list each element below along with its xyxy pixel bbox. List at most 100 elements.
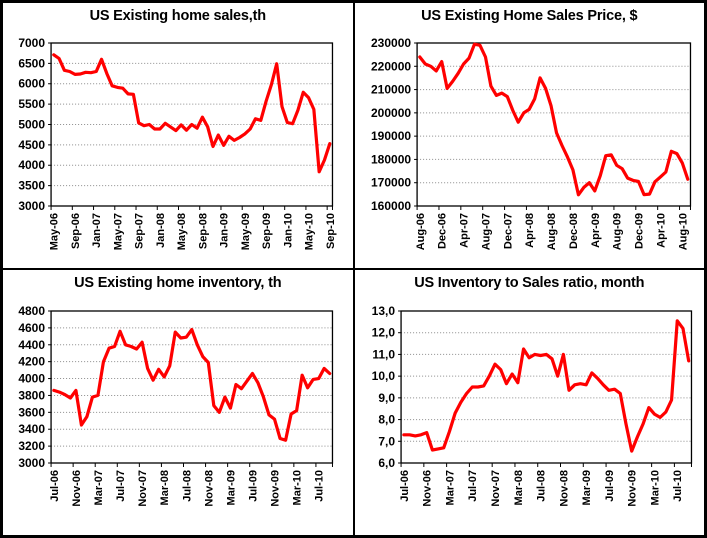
svg-text:Mar-09: Mar-09 [581, 470, 593, 505]
svg-text:Aug-07: Aug-07 [480, 213, 492, 250]
svg-text:Jul-08: Jul-08 [535, 470, 547, 502]
svg-text:7,0: 7,0 [378, 434, 395, 448]
line-chart-inventory-canvas: 3000 3200 3400 3600 3800 4000 4200 4400 4600 4800… [18, 304, 334, 507]
svg-text:May-07: May-07 [112, 213, 124, 250]
svg-text:5000: 5000 [18, 118, 45, 132]
svg-text:10,0: 10,0 [371, 369, 395, 383]
svg-text:Dec-06: Dec-06 [436, 213, 448, 249]
svg-text:Apr-08: Apr-08 [524, 213, 536, 248]
svg-text:Jan-07: Jan-07 [91, 213, 103, 248]
svg-text:Jan-08: Jan-08 [155, 213, 167, 248]
svg-text:200000: 200000 [371, 106, 411, 120]
svg-text:Mar-07: Mar-07 [93, 470, 105, 505]
svg-text:4200: 4200 [18, 355, 45, 369]
svg-text:6,0: 6,0 [378, 456, 395, 470]
svg-text:4400: 4400 [18, 338, 45, 352]
svg-text:4600: 4600 [18, 321, 45, 335]
svg-text:Apr-09: Apr-09 [589, 213, 601, 248]
y-axis-labels: 3000 3200 3400 3600 3800 4000 4200 4400 4600 4800 [18, 304, 52, 470]
svg-text:13,0: 13,0 [371, 304, 395, 318]
chart-us-existing-home-inventory: US Existing home inventory, th 3000 3200 3… [2, 269, 354, 536]
svg-text:Mar-08: Mar-08 [159, 470, 171, 505]
svg-text:Aug-09: Aug-09 [611, 213, 623, 250]
svg-text:9,0: 9,0 [378, 391, 395, 405]
svg-text:160000: 160000 [371, 199, 411, 213]
svg-text:4800: 4800 [18, 304, 45, 318]
svg-text:May-10: May-10 [304, 213, 316, 250]
gridlines [51, 62, 333, 187]
plot-border [50, 310, 334, 464]
svg-text:220000: 220000 [371, 59, 411, 73]
svg-text:Aug-08: Aug-08 [546, 213, 558, 250]
svg-text:3000: 3000 [18, 199, 45, 213]
svg-text:Dec-09: Dec-09 [633, 213, 645, 249]
line-chart-price-canvas: 160000 170000 180000 190000 200000 210000 2200… [371, 36, 691, 250]
chart-title-sales: US Existing home sales,th [89, 8, 267, 24]
svg-text:Mar-07: Mar-07 [444, 470, 456, 505]
svg-text:3500: 3500 [18, 179, 45, 193]
svg-text:170000: 170000 [371, 176, 411, 190]
svg-text:6000: 6000 [18, 77, 45, 91]
svg-text:Nov-07: Nov-07 [137, 470, 149, 507]
svg-text:Nov-06: Nov-06 [421, 470, 433, 507]
svg-text:Apr-10: Apr-10 [655, 213, 667, 248]
svg-text:Sep-10: Sep-10 [325, 213, 337, 249]
svg-text:230000: 230000 [371, 36, 411, 50]
svg-text:Jul-10: Jul-10 [314, 470, 326, 502]
svg-text:12,0: 12,0 [371, 326, 395, 340]
svg-text:Mar-10: Mar-10 [292, 470, 304, 505]
data-series-line [52, 53, 332, 174]
chart-us-inventory-to-sales-ratio: US Inventory to Sales ratio, month 6,0 7,… [353, 269, 705, 536]
svg-text:Jul-08: Jul-08 [181, 470, 193, 502]
svg-text:180000: 180000 [371, 152, 411, 166]
svg-text:Mar-09: Mar-09 [225, 470, 237, 505]
svg-text:Jul-07: Jul-07 [115, 470, 127, 502]
svg-text:Aug-10: Aug-10 [677, 213, 689, 250]
svg-text:3400: 3400 [18, 422, 45, 436]
svg-text:Jul-07: Jul-07 [467, 470, 479, 502]
y-axis-labels: 160000 170000 180000 190000 200000 210000 2200… [371, 36, 417, 213]
chart-title-ratio: US Inventory to Sales ratio, month [414, 275, 645, 291]
svg-text:Nov-06: Nov-06 [71, 470, 83, 507]
svg-text:11,0: 11,0 [372, 347, 395, 361]
svg-text:Jul-10: Jul-10 [672, 470, 684, 502]
data-series-line [401, 319, 690, 453]
svg-text:210000: 210000 [371, 83, 411, 97]
svg-text:Dec-07: Dec-07 [502, 213, 514, 249]
svg-text:Jul-06: Jul-06 [398, 470, 410, 502]
x-axis-labels: May-06 Sep-06 Jan-07 May-07 Sep-07 Jan-08 May-… [49, 206, 337, 250]
svg-text:Mar-08: Mar-08 [512, 470, 524, 505]
line-chart-ratio-canvas: 6,0 7,0 8,0 9,0 10,0 11,0 12,0 13,0 Jul-06 Nov-06… [371, 304, 692, 507]
svg-text:Nov-08: Nov-08 [203, 470, 215, 507]
svg-text:3600: 3600 [18, 405, 45, 419]
chart-us-existing-home-sales-price: US Existing Home Sales Price, $ 160000 17… [353, 2, 705, 269]
svg-text:Sep-06: Sep-06 [70, 213, 82, 249]
svg-text:Aug-06: Aug-06 [414, 213, 426, 250]
svg-text:Jan-10: Jan-10 [282, 213, 294, 248]
svg-text:7000: 7000 [18, 36, 45, 50]
svg-text:Sep-09: Sep-09 [261, 213, 273, 249]
svg-text:4500: 4500 [18, 138, 45, 152]
svg-text:6500: 6500 [18, 56, 45, 70]
chart-title-price: US Existing Home Sales Price, $ [421, 8, 638, 24]
data-series-line [417, 42, 689, 197]
svg-text:May-06: May-06 [49, 213, 61, 250]
svg-text:4000: 4000 [18, 372, 45, 386]
svg-text:Jul-09: Jul-09 [247, 470, 259, 502]
svg-text:3200: 3200 [18, 439, 45, 453]
plot-border [415, 42, 691, 207]
plot-border [50, 42, 334, 207]
svg-text:8,0: 8,0 [378, 413, 395, 427]
y-axis-labels: 6,0 7,0 8,0 9,0 10,0 11,0 12,0 13,0 [371, 304, 401, 470]
y-axis-labels: 3000 3500 4000 4500 5000 5500 6000 6500 7000 [18, 36, 52, 213]
svg-text:Sep-08: Sep-08 [197, 213, 209, 249]
svg-text:Jan-09: Jan-09 [219, 213, 231, 248]
svg-text:Apr-07: Apr-07 [458, 213, 470, 248]
svg-text:Jul-09: Jul-09 [603, 470, 615, 502]
svg-text:Dec-08: Dec-08 [567, 213, 579, 249]
svg-text:5500: 5500 [18, 97, 45, 111]
svg-text:May-09: May-09 [240, 213, 252, 250]
svg-text:Nov-09: Nov-09 [270, 470, 282, 507]
chart-title-inventory: US Existing home inventory, th [74, 275, 282, 291]
